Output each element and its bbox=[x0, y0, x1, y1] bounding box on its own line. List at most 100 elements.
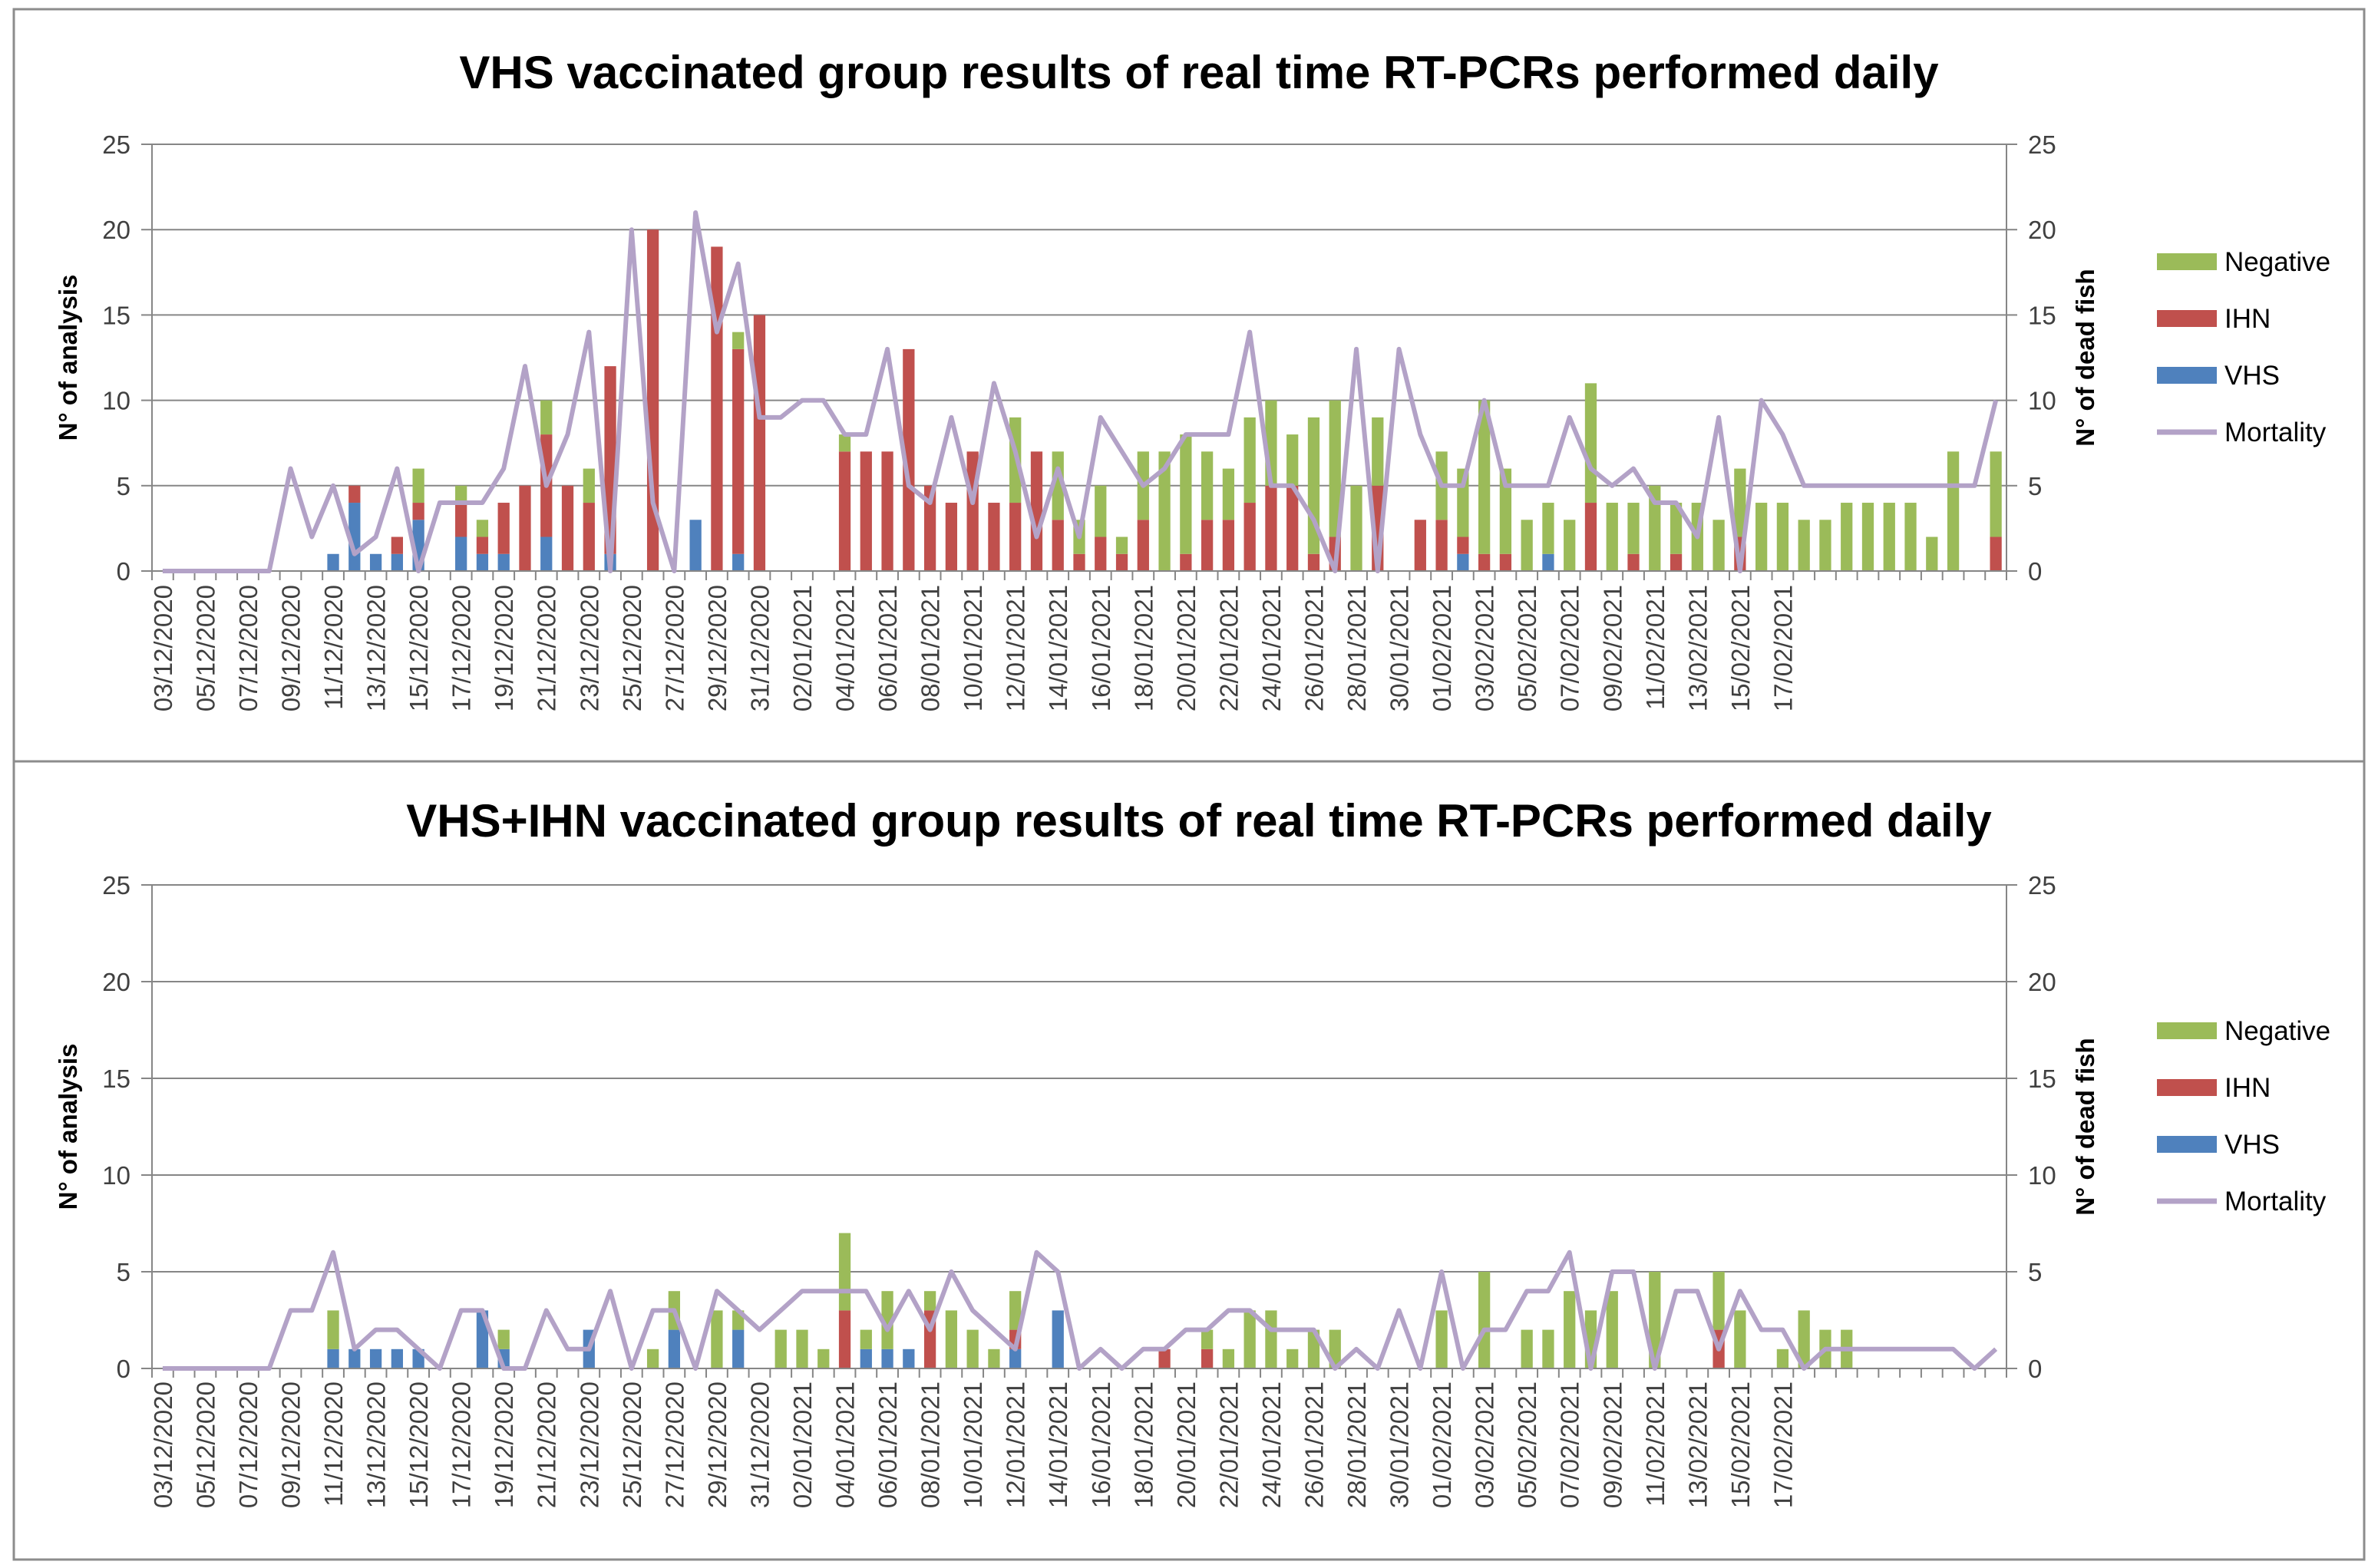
negative-bar bbox=[1499, 468, 1512, 554]
legend-swatch-vhs bbox=[2157, 1136, 2217, 1153]
vhs-bar bbox=[668, 1329, 681, 1368]
negative-bar bbox=[1478, 1272, 1491, 1368]
x-tick-label: 11/02/2021 bbox=[1641, 585, 1670, 710]
legend-swatch-negative bbox=[2157, 1022, 2217, 1039]
y2-axis-title: N° of dead fish bbox=[2071, 1038, 2099, 1215]
x-tick-label: 07/12/2020 bbox=[234, 585, 263, 711]
negative-bar bbox=[796, 1329, 808, 1368]
negative-bar bbox=[1861, 503, 1874, 571]
ihn-bar bbox=[1115, 553, 1128, 571]
ihn-bar bbox=[1584, 503, 1597, 571]
negative-bar bbox=[1180, 434, 1192, 554]
vhs-bar bbox=[455, 536, 467, 571]
y-tick-label: 10 bbox=[102, 1161, 130, 1190]
x-tick-label: 13/02/2021 bbox=[1683, 1381, 1712, 1508]
x-tick-label: 19/12/2020 bbox=[490, 585, 518, 711]
x-tick-label: 31/12/2020 bbox=[745, 1381, 774, 1508]
chart-panel-2: VHS+IHN vaccinated group results of real… bbox=[54, 795, 2330, 1508]
vhs-bar bbox=[391, 1348, 403, 1368]
negative-bar bbox=[838, 1233, 851, 1311]
ihn-bar bbox=[1435, 520, 1448, 571]
x-tick-label: 30/01/2021 bbox=[1386, 1381, 1414, 1508]
vhs-bar bbox=[369, 1348, 382, 1368]
ihn-bar bbox=[838, 451, 851, 571]
vhs-bar bbox=[689, 520, 702, 571]
negative-bar bbox=[1435, 1310, 1448, 1368]
y-tick-label: 25 bbox=[102, 130, 130, 159]
negative-bar bbox=[1584, 383, 1597, 503]
x-tick-label: 23/12/2020 bbox=[575, 1381, 603, 1508]
negative-bar bbox=[327, 1310, 339, 1349]
chart-panel-1: VHS vaccinated group results of real tim… bbox=[54, 47, 2330, 711]
ihn-bar bbox=[1180, 553, 1192, 571]
negative-bar bbox=[1307, 417, 1320, 554]
y2-tick-label: 0 bbox=[2028, 557, 2042, 586]
x-tick-label: 23/12/2020 bbox=[575, 585, 603, 711]
y2-tick-label: 0 bbox=[2028, 1355, 2042, 1383]
ihn-bar bbox=[1670, 553, 1683, 571]
y2-tick-label: 15 bbox=[2028, 301, 2056, 329]
negative-bar bbox=[1350, 485, 1362, 571]
x-tick-label: 05/02/2021 bbox=[1513, 1381, 1541, 1508]
negative-bar bbox=[838, 434, 851, 452]
x-tick-label: 07/12/2020 bbox=[234, 1381, 263, 1508]
negative-bar bbox=[988, 1348, 1000, 1368]
x-tick-label: 17/02/2021 bbox=[1769, 1381, 1797, 1508]
negative-bar bbox=[966, 1329, 979, 1368]
chart-title: VHS vaccinated group results of real tim… bbox=[459, 47, 1939, 98]
legend-label: VHS bbox=[2224, 361, 2280, 391]
negative-bar bbox=[1712, 520, 1725, 571]
ihn-bar bbox=[455, 503, 467, 537]
x-tick-label: 15/02/2021 bbox=[1726, 1381, 1755, 1508]
ihn-bar bbox=[1457, 536, 1469, 554]
y-tick-label: 15 bbox=[102, 301, 130, 329]
ihn-bar bbox=[1222, 520, 1235, 571]
legend-label: Negative bbox=[2224, 247, 2330, 277]
negative-bar bbox=[1841, 503, 1853, 571]
x-tick-label: 26/01/2021 bbox=[1300, 585, 1328, 711]
negative-bar bbox=[1670, 503, 1683, 554]
negative-bar bbox=[1201, 1329, 1214, 1349]
ihn-bar bbox=[1201, 520, 1214, 571]
negative-bar bbox=[1606, 1291, 1618, 1368]
negative-bar bbox=[1222, 468, 1235, 520]
y2-axis-title: N° of dead fish bbox=[2071, 269, 2099, 446]
negative-bar bbox=[1201, 451, 1214, 520]
x-tick-label: 11/12/2020 bbox=[319, 585, 348, 710]
negative-bar bbox=[1286, 1348, 1299, 1368]
negative-bar bbox=[1776, 1348, 1789, 1368]
x-tick-label: 16/01/2021 bbox=[1087, 1381, 1115, 1508]
negative-bar bbox=[1712, 1272, 1725, 1330]
negative-bar bbox=[1734, 1310, 1746, 1368]
vhs-bar bbox=[348, 1348, 361, 1368]
x-tick-label: 03/02/2021 bbox=[1471, 585, 1499, 711]
y2-tick-label: 10 bbox=[2028, 387, 2056, 415]
negative-bar bbox=[1990, 451, 2002, 537]
y-tick-label: 25 bbox=[102, 871, 130, 900]
ihn-bar bbox=[923, 485, 936, 571]
x-tick-label: 09/12/2020 bbox=[277, 585, 306, 711]
x-tick-label: 17/02/2021 bbox=[1769, 585, 1797, 711]
negative-bar bbox=[1372, 417, 1384, 486]
negative-bar bbox=[476, 520, 489, 537]
ihn-bar bbox=[1265, 485, 1277, 571]
negative-bar bbox=[1734, 468, 1746, 537]
vhs-bar bbox=[497, 553, 510, 571]
vhs-bar bbox=[327, 1348, 339, 1368]
vhs-bar bbox=[732, 1329, 745, 1368]
legend-swatch-ihn bbox=[2157, 1079, 2217, 1096]
panel-1-frame bbox=[12, 8, 2366, 763]
vhs-bar bbox=[369, 553, 382, 571]
x-tick-label: 13/12/2020 bbox=[362, 585, 391, 711]
y-axis-title: N° of analysis bbox=[54, 275, 82, 441]
chart-title: VHS+IHN vaccinated group results of real… bbox=[406, 795, 1992, 847]
y2-tick-label: 15 bbox=[2028, 1065, 2056, 1093]
ihn-bar bbox=[838, 1310, 851, 1368]
x-tick-label: 29/12/2020 bbox=[703, 585, 732, 711]
x-tick-label: 20/01/2021 bbox=[1172, 585, 1201, 711]
x-tick-label: 27/12/2020 bbox=[660, 1381, 689, 1508]
y-tick-label: 15 bbox=[102, 1065, 130, 1093]
x-tick-label: 16/01/2021 bbox=[1087, 585, 1115, 711]
x-tick-label: 22/01/2021 bbox=[1214, 585, 1243, 711]
x-tick-label: 24/01/2021 bbox=[1257, 1381, 1286, 1508]
